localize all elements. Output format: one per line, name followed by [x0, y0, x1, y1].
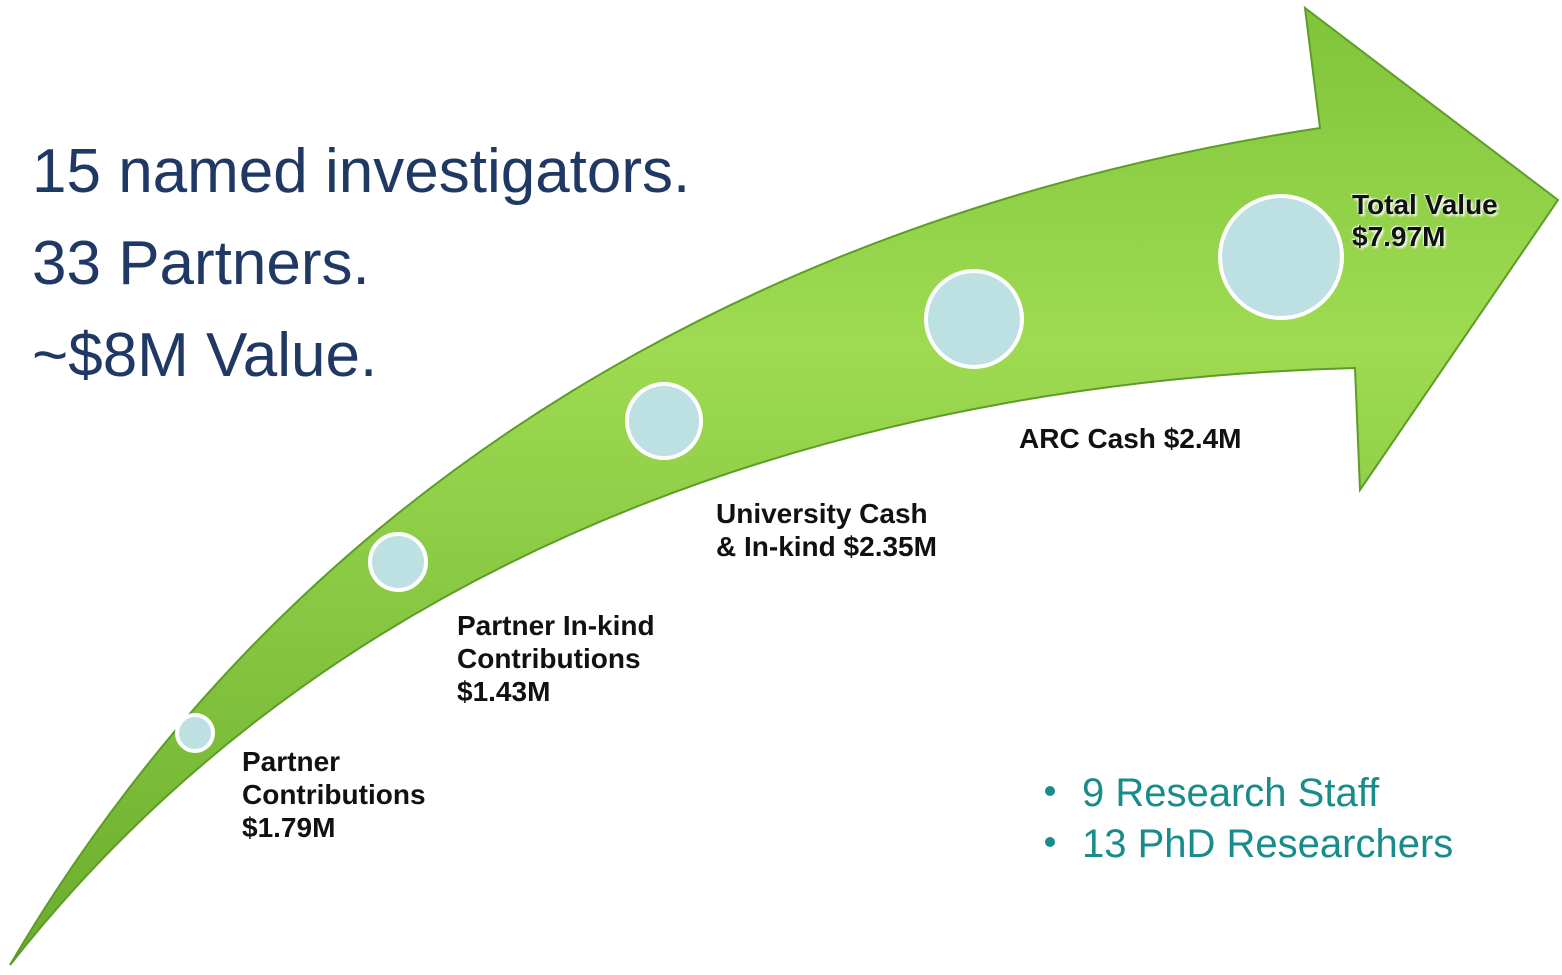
headline: 15 named investigators. [32, 137, 690, 206]
milestone-label: Contributions [242, 779, 426, 810]
milestone-node [926, 271, 1022, 367]
headline: ~$8M Value. [32, 321, 377, 390]
milestone-label: Contributions [457, 643, 641, 674]
milestone-label: & In-kind $2.35M [716, 531, 937, 562]
milestone-node [1220, 196, 1342, 318]
bullet-dot [1045, 837, 1055, 847]
slide: 15 named investigators. 33 Partners. ~$8… [0, 0, 1562, 975]
bullet-item: 13 PhD Researchers [1082, 822, 1453, 866]
milestone-node [370, 534, 426, 590]
milestone-label: $1.79M [242, 812, 335, 843]
milestone-label: University Cash [716, 498, 928, 529]
milestone-label: Total Value [1352, 189, 1498, 220]
milestone-label: $1.43M [457, 676, 550, 707]
bullet-item: 9 Research Staff [1082, 771, 1380, 815]
milestone-label: ARC Cash $2.4M [1019, 423, 1242, 454]
milestone-label: $7.97M [1352, 221, 1445, 252]
milestone-node [177, 715, 213, 751]
milestone-label: Partner [242, 746, 340, 777]
milestone-node [627, 384, 701, 458]
headline: 33 Partners. [32, 229, 370, 298]
bullet-dot [1045, 786, 1055, 796]
milestone-label: Partner In-kind [457, 610, 655, 641]
